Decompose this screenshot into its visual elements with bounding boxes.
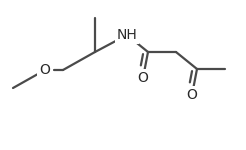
Text: O: O [138,71,148,85]
Text: NH: NH [117,28,137,42]
Text: O: O [40,63,50,77]
Text: O: O [186,88,198,102]
